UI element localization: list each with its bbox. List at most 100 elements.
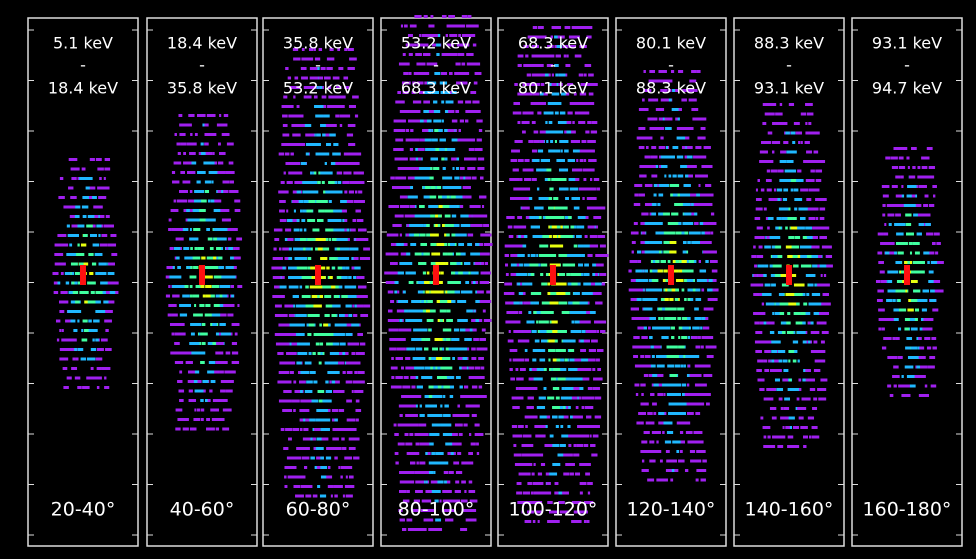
speckle [321,437,328,441]
speckle [590,330,597,333]
speckle [197,247,200,250]
speckle [428,328,432,332]
speckle [469,499,474,503]
speckle [422,309,430,313]
speckle [479,252,483,256]
speckle [559,121,567,124]
speckle [481,205,485,208]
speckle [426,518,434,522]
speckle [174,332,180,336]
speckle [282,133,290,137]
speckle [180,123,188,127]
speckle [356,171,363,175]
speckle [461,34,468,37]
speckle [349,162,354,165]
speckle [442,167,446,170]
speckle [97,291,104,294]
speckle [181,323,185,326]
speckle [592,349,597,352]
speckle [538,396,545,400]
speckle [537,64,544,67]
speckle [450,281,457,284]
speckle [524,64,529,67]
speckle [351,361,356,365]
speckle [280,380,287,384]
speckle [416,81,421,85]
speckle [556,102,562,105]
speckle [334,285,342,289]
speckle [418,328,421,332]
speckle [542,216,546,219]
speckle [323,428,330,431]
speckle [559,282,567,286]
speckle [295,171,302,175]
speckle [516,273,522,276]
speckle [573,434,578,438]
speckle [582,45,587,48]
speckle [351,266,357,270]
speckle [413,100,417,104]
speckle [205,218,211,222]
speckle [471,442,475,446]
speckle [386,233,392,237]
speckle [186,142,192,146]
speckle [409,433,414,436]
speckle [523,491,531,495]
speckle [208,171,216,174]
speckle [574,368,578,371]
speckle [422,119,429,123]
speckle [216,342,221,345]
speckle [567,159,574,162]
speckle [333,143,336,146]
speckle [547,216,555,219]
speckle [220,123,227,127]
speckle [517,339,525,343]
speckle [464,119,469,123]
speckle [526,73,532,77]
speckle [389,338,393,341]
speckle [452,357,455,360]
angle-range: 80-100° [398,499,475,521]
speckle [539,216,542,219]
speckle [556,45,563,48]
speckle [557,453,564,457]
speckle [187,171,193,174]
speckle [524,358,530,362]
speckle [512,111,520,115]
speckle [178,389,185,393]
speckle [99,177,102,180]
speckle [343,171,349,175]
speckle [559,510,566,514]
speckle [407,328,412,332]
speckle [54,253,58,256]
speckle [534,425,539,428]
speckle [552,406,558,409]
speckle [436,414,441,417]
speckle [207,399,211,402]
speckle [531,121,536,124]
speckle [387,281,395,284]
speckle [537,73,542,77]
speckle [578,225,585,229]
speckle [223,190,227,193]
speckle [519,482,522,485]
speckle [307,219,310,222]
speckle [476,119,483,123]
speckle [449,91,454,94]
speckle [446,300,452,303]
speckle [415,395,422,398]
speckle [544,73,549,77]
speckle [183,418,188,421]
speckle [540,263,544,267]
speckle [434,157,438,161]
speckle [349,295,352,298]
speckle [586,311,593,314]
speckle [337,428,344,431]
speckle [462,271,469,275]
speckle [328,447,335,450]
speckle [81,205,89,209]
speckle [542,491,548,495]
speckle [522,244,527,248]
speckle [553,387,560,390]
speckle [569,472,574,476]
